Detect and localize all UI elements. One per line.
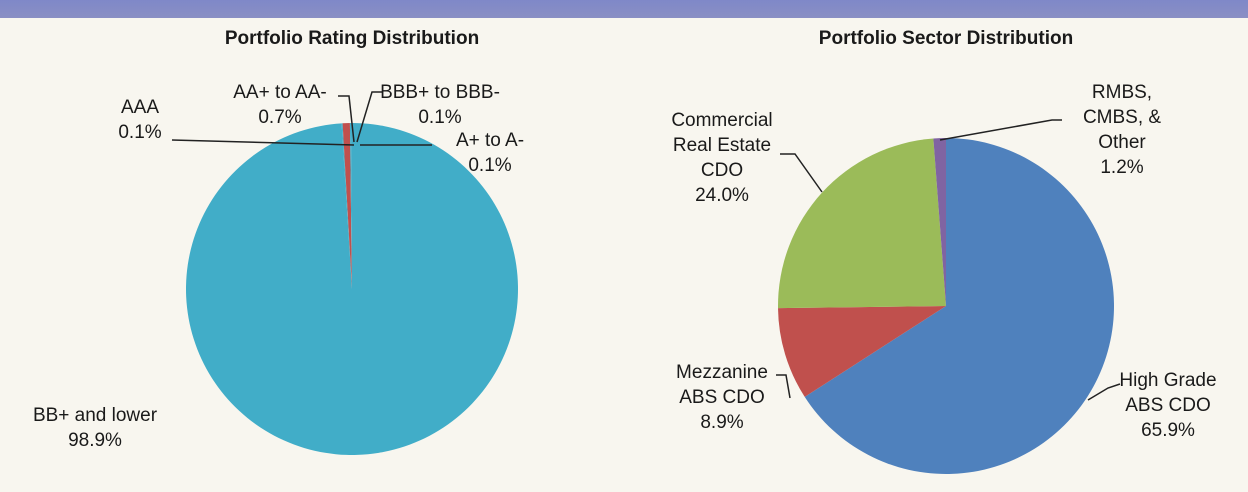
pie-slice xyxy=(778,306,946,397)
slice-label: High Grade ABS CDO 65.9% xyxy=(1068,368,1248,443)
category-label: BB+ and lower xyxy=(32,405,158,426)
pie-slice xyxy=(804,138,1114,474)
slice-label: A+ to A- 0.1% xyxy=(390,128,590,178)
category-label: BBB+ to BBB- xyxy=(380,82,500,103)
slice-label: Mezzanine ABS CDO 8.9% xyxy=(622,360,822,435)
pie-slice xyxy=(342,123,352,290)
leader-line xyxy=(780,153,823,193)
leader-line xyxy=(171,139,355,146)
value-label: 1.2% xyxy=(1100,157,1144,178)
slice-label: RMBS, CMBS, & Other 1.2% xyxy=(1022,80,1222,180)
category-label: A+ to A- xyxy=(455,130,525,151)
pie-slice xyxy=(777,138,946,309)
leader-line xyxy=(776,374,791,399)
category-label: AAA xyxy=(120,97,160,118)
slice-label: AAA 0.1% xyxy=(40,95,240,145)
pie-slice xyxy=(349,123,352,289)
pie-slice xyxy=(933,138,946,306)
value-label: 0.1% xyxy=(118,122,162,143)
value-label: 98.9% xyxy=(68,430,122,451)
leader-line xyxy=(939,119,1062,141)
category-label: RMBS, CMBS, & Other xyxy=(1082,82,1162,153)
chart-title: Portfolio Sector Distribution xyxy=(818,28,1074,49)
leader-line xyxy=(338,95,355,143)
header-band xyxy=(0,0,1248,18)
slice-label: BB+ and lower 98.9% xyxy=(0,403,195,453)
category-label: Mezzanine ABS CDO xyxy=(676,362,768,408)
value-label: 0.1% xyxy=(468,155,512,176)
value-label: 8.9% xyxy=(700,412,744,433)
chart-title: Portfolio Rating Distribution xyxy=(224,28,480,49)
leader-line xyxy=(356,91,382,143)
category-label: AA+ to AA- xyxy=(233,82,327,103)
value-label: 24.0% xyxy=(695,185,749,206)
slice-label: BBB+ to BBB- 0.1% xyxy=(340,80,540,130)
pie-slice xyxy=(341,123,352,290)
category-label: Commercial Real Estate CDO xyxy=(671,110,773,181)
pie-slice xyxy=(185,123,518,455)
pie-slice xyxy=(350,123,352,289)
slice-label: Commercial Real Estate CDO 24.0% xyxy=(622,108,822,208)
value-label: 0.7% xyxy=(258,107,302,128)
value-label: 65.9% xyxy=(1141,420,1195,441)
slice-label: AA+ to AA- 0.7% xyxy=(180,80,380,130)
value-label: 0.1% xyxy=(418,107,462,128)
leader-line xyxy=(1087,383,1121,401)
category-label: High Grade ABS CDO xyxy=(1119,370,1217,416)
